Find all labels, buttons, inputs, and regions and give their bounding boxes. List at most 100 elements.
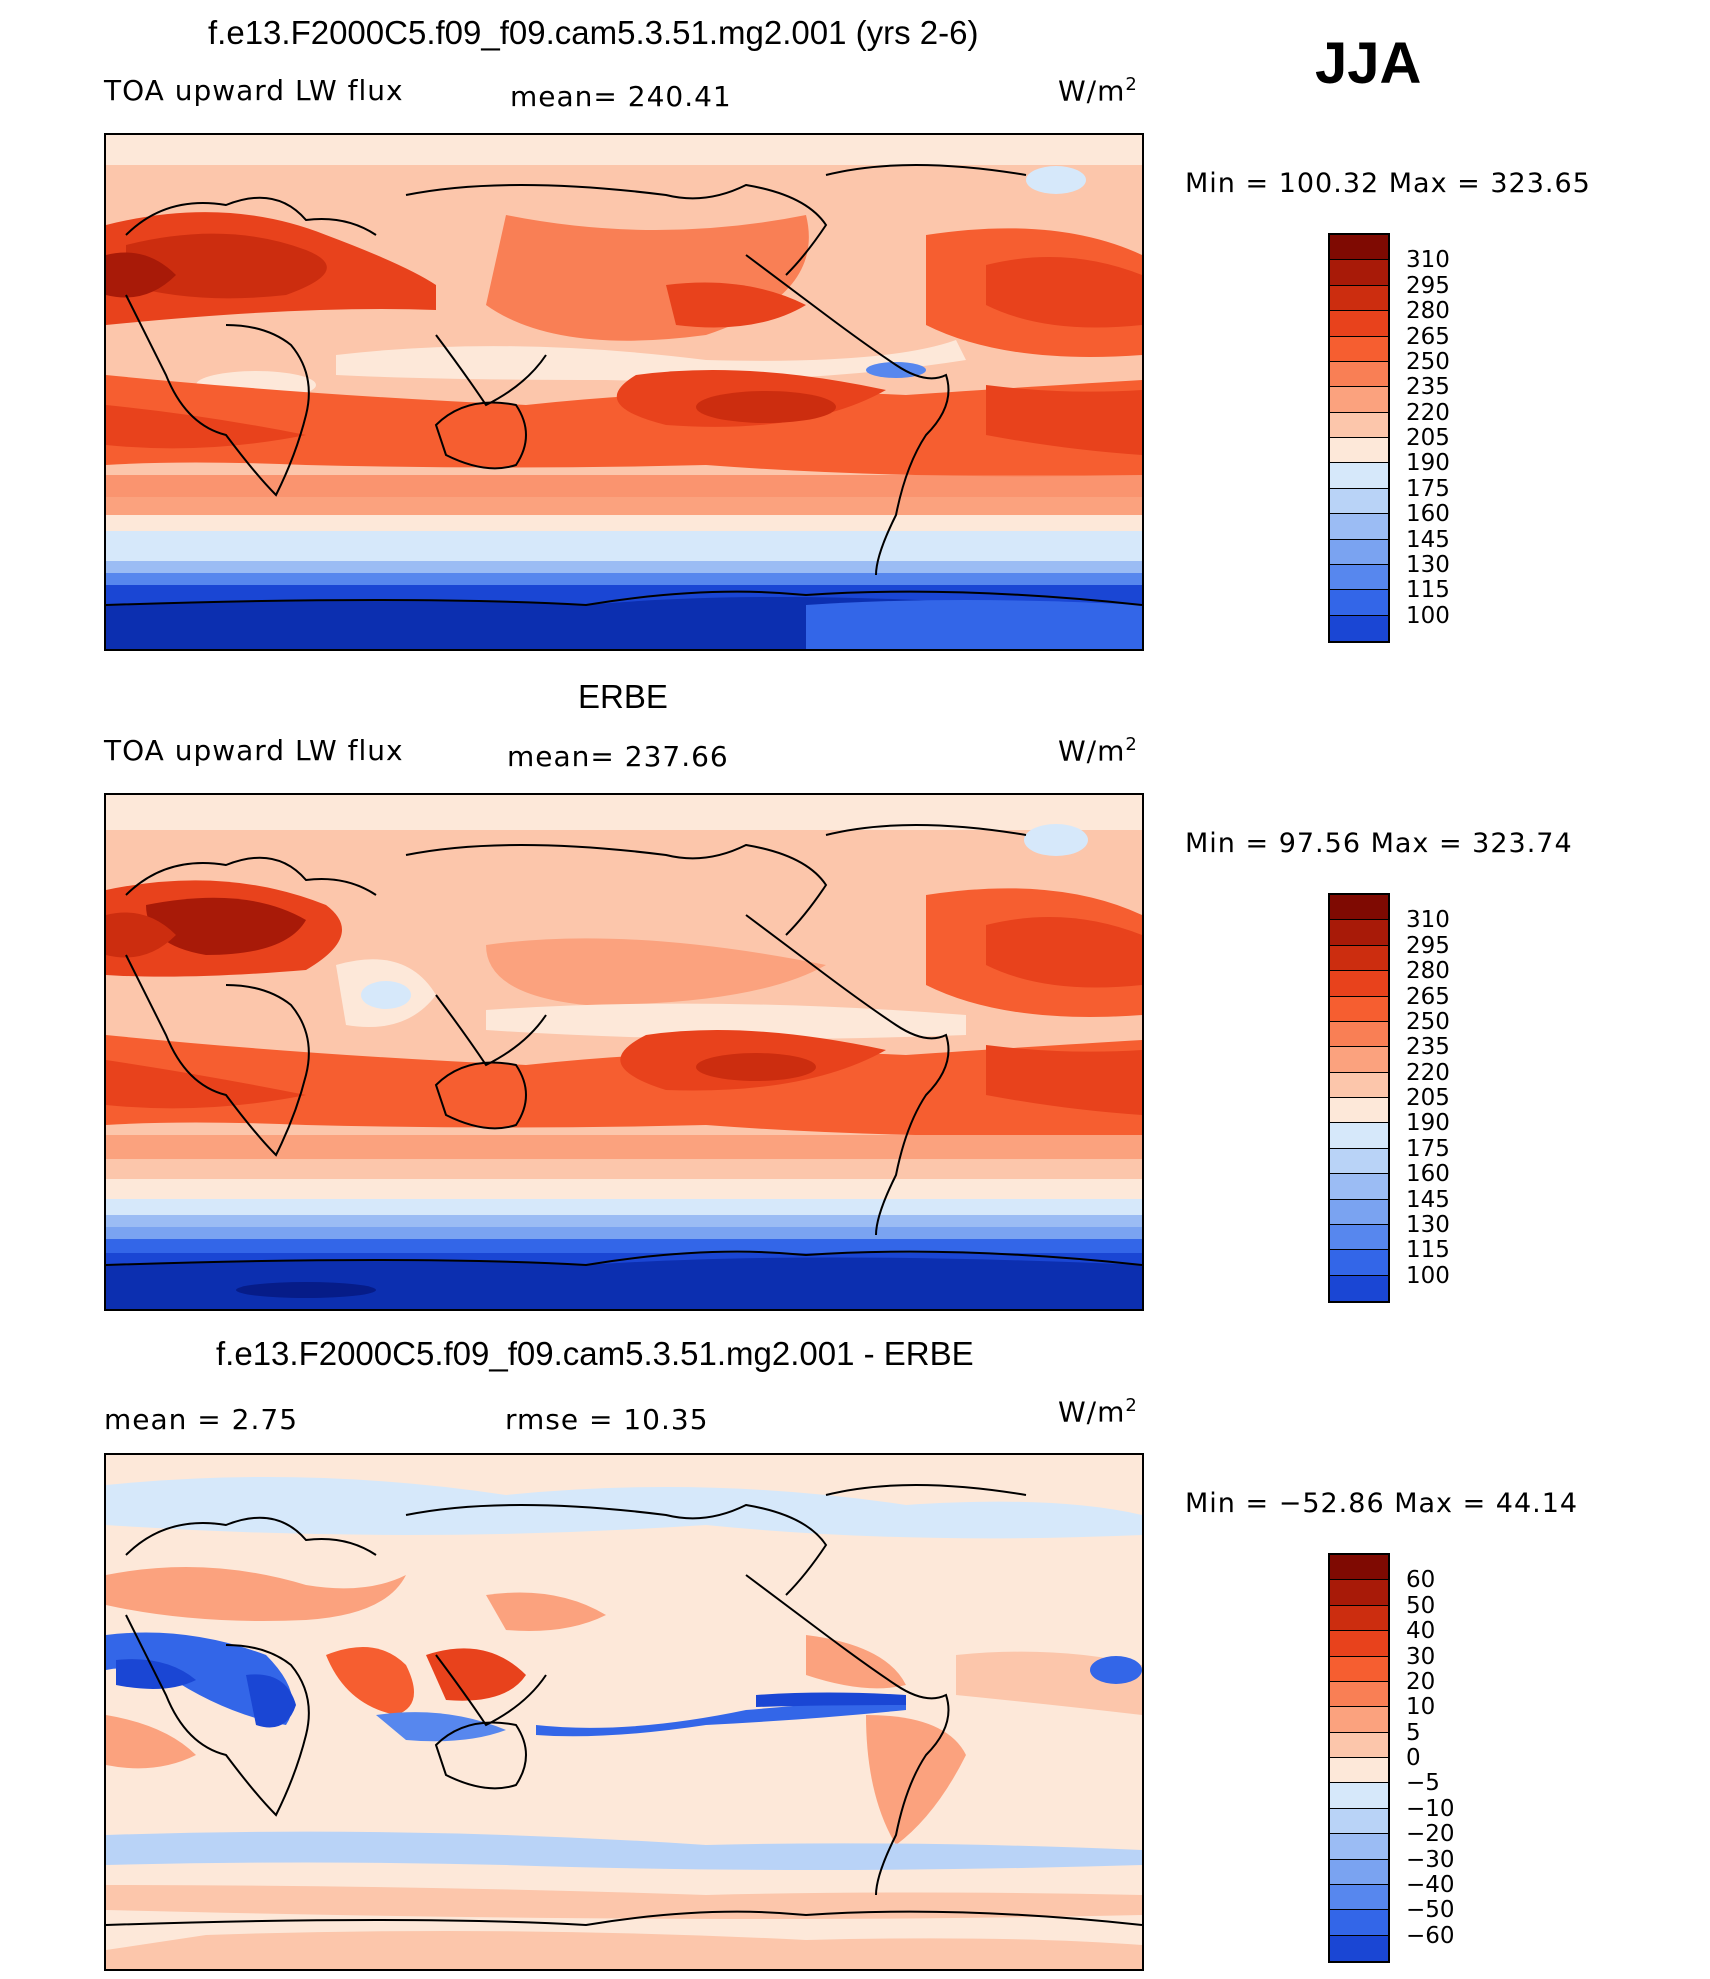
- colorbar-swatch: [1330, 1808, 1388, 1835]
- colorbar-tick-label: 190: [1406, 1110, 1450, 1137]
- colorbar-swatch: [1330, 1859, 1388, 1885]
- panel2-map: [104, 793, 1144, 1311]
- colorbar-tick-label: 295: [1406, 272, 1450, 299]
- colorbar-swatch: [1330, 336, 1388, 362]
- colorbar-tick-label: 5: [1406, 1719, 1421, 1746]
- colorbar-swatch: [1330, 1707, 1388, 1733]
- colorbar-tick-label: 190: [1406, 450, 1450, 477]
- colorbar-swatch: [1330, 1681, 1388, 1708]
- colorbar-tick-label: 265: [1406, 323, 1450, 350]
- colorbar-tick-label: 235: [1406, 374, 1450, 401]
- colorbar-tick-label: 0: [1406, 1745, 1421, 1771]
- colorbar-swatch: [1330, 1758, 1388, 1784]
- colorbar-tick-label: 295: [1406, 932, 1450, 959]
- colorbar-swatch: [1330, 1732, 1388, 1758]
- panel2-variable-label: TOA upward LW flux: [104, 734, 404, 767]
- colorbar-tick-label: 130: [1406, 551, 1450, 578]
- colorbar-swatch: [1330, 1783, 1388, 1809]
- colorbar-swatch: [1330, 488, 1388, 515]
- colorbar-tick-label: 145: [1406, 1186, 1450, 1213]
- colorbar-tick-label: 100: [1406, 602, 1450, 629]
- colorbar-swatch: [1330, 920, 1388, 946]
- colorbar-tick-label: 50: [1406, 1592, 1436, 1619]
- colorbar-swatch: [1330, 564, 1388, 591]
- panel3-colorbar: [1328, 1553, 1390, 1963]
- colorbar-tick-label: 40: [1406, 1618, 1436, 1645]
- panel2-title: ERBE: [578, 678, 668, 715]
- colorbar-tick-label: 160: [1406, 1161, 1450, 1188]
- colorbar-tick-label: 250: [1406, 1008, 1450, 1035]
- colorbar-swatch: [1330, 945, 1388, 972]
- panel1-colorbar: [1328, 233, 1390, 643]
- panel3-minmax: Min = −52.86 Max = 44.14: [1185, 1488, 1579, 1519]
- colorbar-swatch: [1330, 235, 1388, 261]
- panel2-mean-label: mean= 237.66: [507, 740, 729, 773]
- colorbar-swatch: [1330, 590, 1388, 616]
- colorbar-swatch: [1330, 895, 1388, 921]
- colorbar-swatch: [1330, 285, 1388, 312]
- colorbar-tick-label: −60: [1406, 1922, 1455, 1949]
- colorbar-swatch: [1330, 1021, 1388, 1048]
- season-label: JJA: [1315, 31, 1422, 96]
- colorbar-swatch: [1330, 1148, 1388, 1175]
- colorbar-swatch: [1330, 1275, 1388, 1301]
- panel2-colorbar: [1328, 893, 1390, 1303]
- panel2-units: W/m2: [1058, 734, 1138, 768]
- colorbar-tick-label: 310: [1406, 247, 1450, 274]
- colorbar-swatch: [1330, 1224, 1388, 1251]
- panel3-mean-label: mean = 2.75: [104, 1403, 299, 1436]
- colorbar-tick-label: 280: [1406, 958, 1450, 985]
- colorbar-swatch: [1330, 1555, 1388, 1581]
- panel2-minmax: Min = 97.56 Max = 323.74: [1185, 828, 1573, 859]
- colorbar-swatch: [1330, 539, 1388, 565]
- colorbar-tick-label: 220: [1406, 1059, 1450, 1086]
- panel1-variable-label: TOA upward LW flux: [104, 74, 404, 107]
- panel1-map: [104, 133, 1144, 651]
- colorbar-swatch: [1330, 1123, 1388, 1149]
- panel3-map-svg: [106, 1455, 1142, 1969]
- colorbar-swatch: [1330, 514, 1388, 540]
- colorbar-swatch: [1330, 1098, 1388, 1124]
- colorbar-tick-label: 160: [1406, 501, 1450, 528]
- colorbar-tick-label: 145: [1406, 526, 1450, 553]
- colorbar-tick-label: 60: [1406, 1567, 1436, 1594]
- panel3-title: f.e13.F2000C5.f09_f09.cam5.3.51.mg2.001 …: [216, 1335, 974, 1372]
- colorbar-tick-label: 115: [1406, 1237, 1450, 1264]
- colorbar-tick-label: 175: [1406, 475, 1450, 502]
- colorbar-tick-label: 100: [1406, 1262, 1450, 1289]
- colorbar-swatch: [1330, 1072, 1388, 1098]
- panel1-minmax: Min = 100.32 Max = 323.65: [1185, 168, 1591, 199]
- colorbar-swatch: [1330, 1631, 1388, 1657]
- colorbar-swatch: [1330, 1935, 1388, 1961]
- panel1-units: W/m2: [1058, 74, 1138, 108]
- panel1-map-svg: [106, 135, 1142, 649]
- colorbar-tick-label: 205: [1406, 425, 1450, 451]
- colorbar-tick-label: 30: [1406, 1643, 1436, 1670]
- colorbar-tick-label: 175: [1406, 1135, 1450, 1162]
- colorbar-tick-label: 130: [1406, 1211, 1450, 1238]
- panel1-title: f.e13.F2000C5.f09_f09.cam5.3.51.mg2.001 …: [208, 14, 979, 51]
- colorbar-swatch: [1330, 412, 1388, 438]
- colorbar-swatch: [1330, 1656, 1388, 1682]
- colorbar-tick-label: 115: [1406, 577, 1450, 604]
- colorbar-tick-label: −10: [1406, 1795, 1455, 1822]
- colorbar-tick-label: −30: [1406, 1846, 1455, 1873]
- colorbar-swatch: [1330, 463, 1388, 489]
- colorbar-tick-label: 205: [1406, 1085, 1450, 1111]
- colorbar-swatch: [1330, 1250, 1388, 1276]
- colorbar-tick-label: −5: [1406, 1770, 1440, 1797]
- colorbar-swatch: [1330, 971, 1388, 997]
- colorbar-swatch: [1330, 996, 1388, 1022]
- colorbar-tick-label: −40: [1406, 1871, 1455, 1898]
- colorbar-swatch: [1330, 1884, 1388, 1911]
- colorbar-swatch: [1330, 1605, 1388, 1632]
- colorbar-swatch: [1330, 438, 1388, 464]
- colorbar-tick-label: 250: [1406, 348, 1450, 375]
- colorbar-swatch: [1330, 311, 1388, 337]
- panel3-rmse-label: rmse = 10.35: [505, 1403, 709, 1436]
- panel2-map-svg: [106, 795, 1142, 1309]
- colorbar-swatch: [1330, 615, 1388, 641]
- colorbar-tick-label: 310: [1406, 907, 1450, 934]
- colorbar-tick-label: 280: [1406, 298, 1450, 325]
- colorbar-tick-label: −20: [1406, 1821, 1455, 1848]
